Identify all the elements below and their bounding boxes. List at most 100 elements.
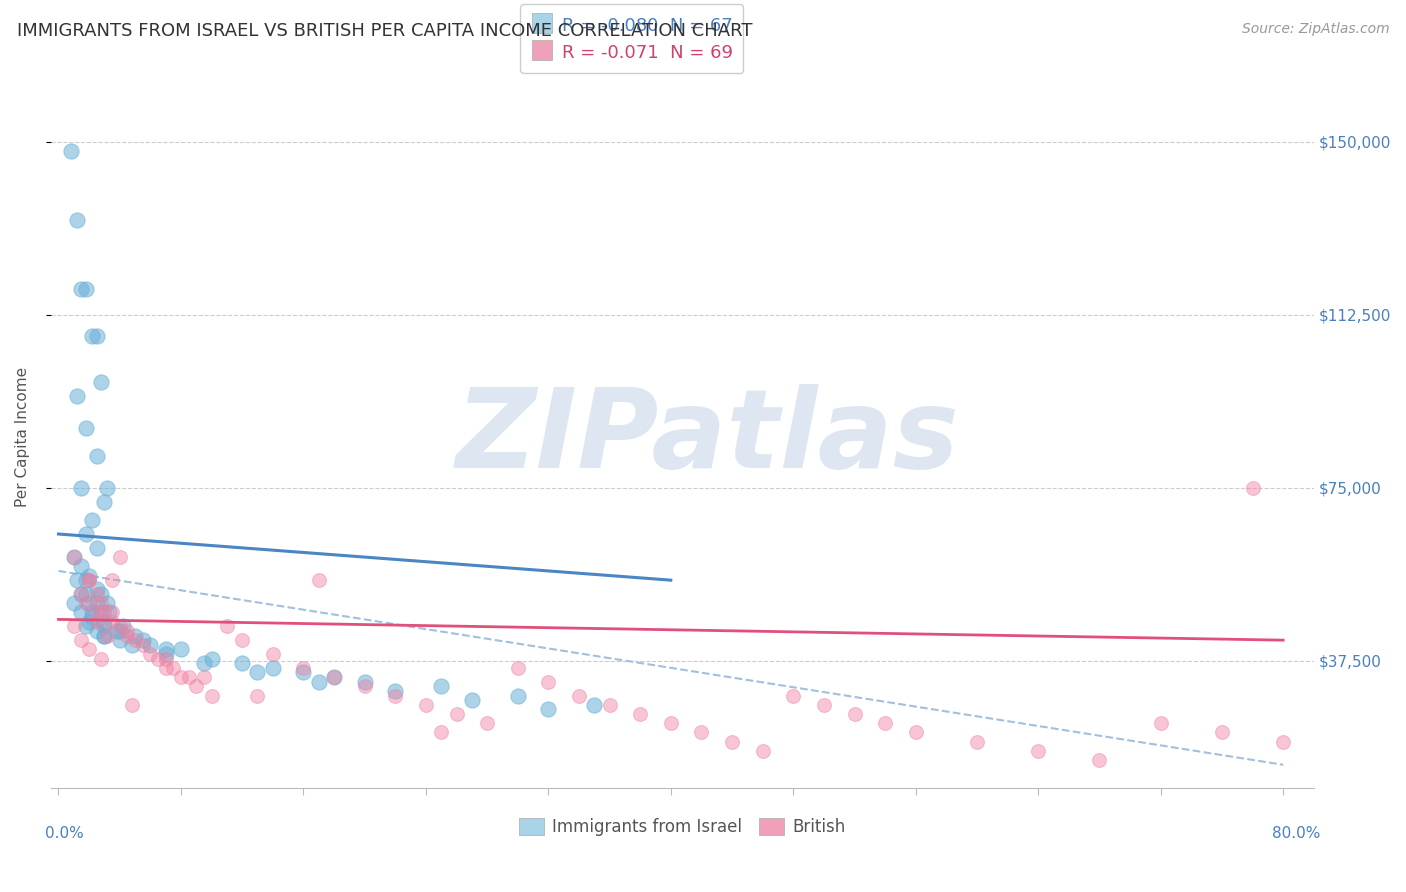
Point	[146, 651, 169, 665]
Point	[215, 619, 238, 633]
Point	[430, 679, 453, 693]
Point	[162, 661, 184, 675]
Point	[93, 628, 115, 642]
Point	[430, 725, 453, 739]
Point	[70, 282, 93, 296]
Point	[90, 587, 112, 601]
Point	[813, 698, 835, 712]
Point	[506, 661, 529, 675]
Point	[308, 573, 330, 587]
Point	[75, 282, 97, 296]
Point	[537, 702, 560, 716]
Legend: Immigrants from Israel, British: Immigrants from Israel, British	[512, 811, 852, 843]
Point	[583, 698, 606, 712]
Point	[200, 651, 222, 665]
Point	[246, 689, 269, 703]
Point	[446, 706, 468, 721]
Point	[782, 689, 804, 703]
Point	[292, 665, 315, 680]
Point	[121, 638, 143, 652]
Point	[475, 716, 498, 731]
Point	[86, 606, 108, 620]
Text: IMMIGRANTS FROM ISRAEL VS BRITISH PER CAPITA INCOME CORRELATION CHART: IMMIGRANTS FROM ISRAEL VS BRITISH PER CA…	[17, 22, 752, 40]
Point	[262, 661, 284, 675]
Point	[170, 642, 193, 657]
Point	[628, 706, 651, 721]
Point	[70, 587, 93, 601]
Text: Source: ZipAtlas.com: Source: ZipAtlas.com	[1241, 22, 1389, 37]
Point	[86, 328, 108, 343]
Point	[108, 624, 131, 638]
Point	[66, 213, 89, 227]
Point	[82, 610, 104, 624]
Point	[186, 679, 208, 693]
Point	[139, 647, 162, 661]
Point	[86, 587, 108, 601]
Point	[75, 421, 97, 435]
Point	[117, 628, 139, 642]
Point	[93, 494, 115, 508]
Point	[75, 587, 97, 601]
Point	[86, 624, 108, 638]
Point	[96, 481, 118, 495]
Point	[86, 615, 108, 629]
Point	[262, 647, 284, 661]
Point	[90, 375, 112, 389]
Point	[86, 582, 108, 597]
Point	[537, 674, 560, 689]
Point	[62, 596, 84, 610]
Point	[101, 573, 124, 587]
Point	[131, 633, 153, 648]
Point	[108, 619, 131, 633]
Point	[62, 550, 84, 565]
Point	[155, 661, 177, 675]
Point	[62, 550, 84, 565]
Point	[193, 670, 215, 684]
Point	[70, 633, 93, 648]
Point	[98, 606, 121, 620]
Point	[323, 670, 346, 684]
Point	[246, 665, 269, 680]
Point	[77, 642, 100, 657]
Point	[77, 573, 100, 587]
Point	[1088, 753, 1111, 767]
Point	[690, 725, 713, 739]
Point	[66, 388, 89, 402]
Point	[86, 596, 108, 610]
Point	[86, 541, 108, 555]
Point	[231, 633, 253, 648]
Point	[111, 619, 134, 633]
Point	[75, 527, 97, 541]
Point	[82, 328, 104, 343]
Point	[193, 657, 215, 671]
Point	[384, 689, 406, 703]
Point	[1211, 725, 1233, 739]
Point	[139, 638, 162, 652]
Point	[124, 628, 146, 642]
Point	[59, 144, 82, 158]
Point	[62, 619, 84, 633]
Point	[75, 596, 97, 610]
Point	[70, 481, 93, 495]
Point	[86, 449, 108, 463]
Point	[93, 606, 115, 620]
Point	[200, 689, 222, 703]
Point	[384, 684, 406, 698]
Point	[353, 674, 375, 689]
Point	[93, 628, 115, 642]
Point	[124, 633, 146, 648]
Point	[721, 734, 744, 748]
Point	[90, 596, 112, 610]
Point	[155, 647, 177, 661]
Point	[108, 550, 131, 565]
Point	[117, 624, 139, 638]
Point	[1026, 744, 1049, 758]
Point	[292, 661, 315, 675]
Point	[599, 698, 621, 712]
Point	[77, 615, 100, 629]
Point	[177, 670, 200, 684]
Point	[844, 706, 866, 721]
Point	[77, 568, 100, 582]
Point	[108, 633, 131, 648]
Point	[568, 689, 591, 703]
